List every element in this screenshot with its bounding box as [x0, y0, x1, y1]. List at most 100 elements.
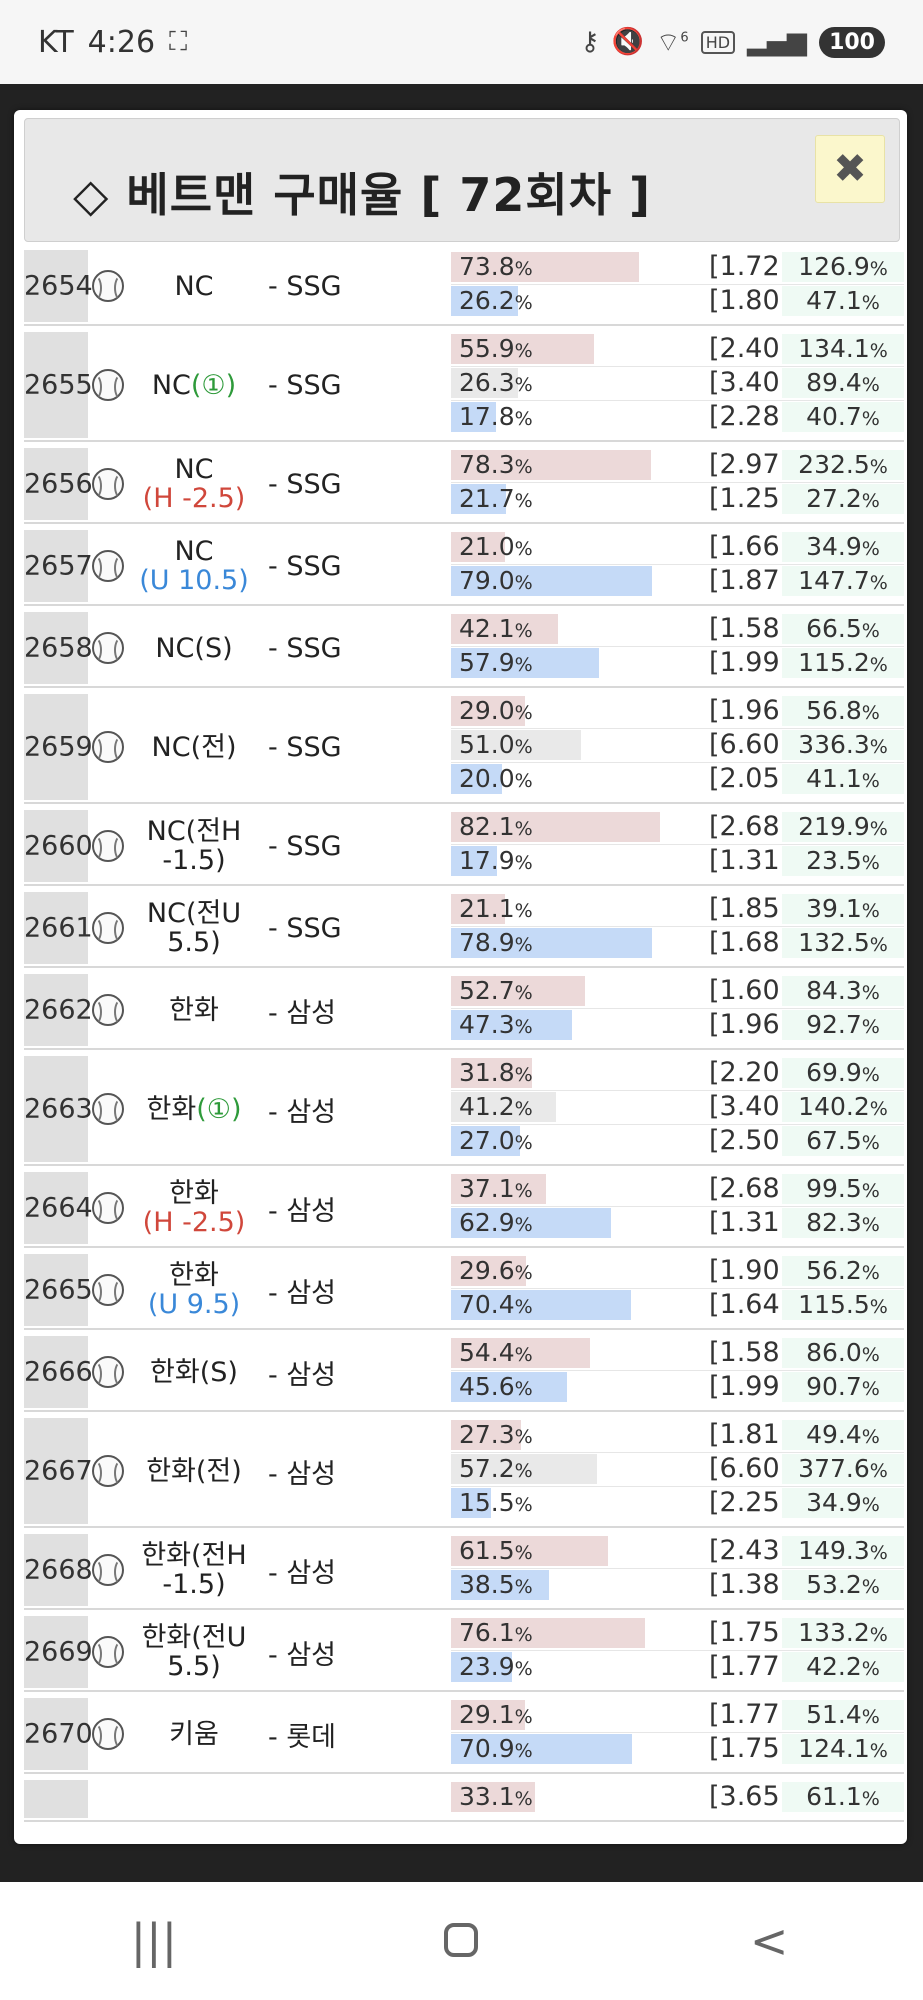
line-divider — [451, 1124, 904, 1125]
percent-sign: % — [869, 818, 888, 840]
baseball-icon — [92, 994, 124, 1026]
purchase-rate-value: 27.3 — [459, 1420, 515, 1449]
home-team: 한화(S) — [124, 1336, 264, 1408]
return-rate-value: 115.5 — [798, 1290, 870, 1319]
match-row[interactable]: 2668 한화(전H -1.5) - 삼성 61.5% [2.43] 149.3% 38.5%… — [24, 1534, 904, 1610]
away-team: - SSG — [268, 468, 342, 500]
baseball-icon — [92, 1093, 124, 1125]
percent-sign: % — [861, 490, 880, 512]
match-number-cell — [24, 250, 88, 322]
away-team: - SSG — [268, 830, 342, 862]
purchase-rate-value: 15.5 — [459, 1488, 515, 1517]
rate-line-away: 70.9% [1.75] 124.1% — [451, 1734, 904, 1764]
match-row[interactable]: 2654 NC - SSG 73.8% [1.72] 126.9% 26.2% [1.80] 4… — [24, 250, 904, 326]
line-divider — [451, 1370, 904, 1371]
rate-bar-away — [451, 402, 496, 432]
purchase-rate: 70.9% — [459, 1734, 533, 1764]
match-number-cell — [24, 1698, 88, 1770]
rate-line-home: 73.8% [1.72] 126.9% — [451, 252, 904, 282]
purchase-rate: 29.6% — [459, 1256, 533, 1286]
back-button[interactable]: < — [749, 1914, 789, 1968]
odds-value: [1.87] — [709, 565, 791, 596]
baseball-icon — [92, 912, 124, 944]
return-rate: 126.9% — [782, 252, 904, 282]
purchase-rate: 37.1% — [459, 1174, 533, 1204]
match-number-cell — [24, 1172, 88, 1244]
percent-sign: % — [514, 1262, 533, 1284]
recent-apps-button[interactable]: ||| — [130, 1914, 178, 1968]
percent-sign: % — [514, 620, 533, 642]
return-rate-value: 66.5 — [806, 614, 862, 643]
purchase-rate: 70.4% — [459, 1290, 533, 1320]
purchase-rate-value: 55.9 — [459, 334, 515, 363]
home-team-name: NC(①) — [151, 369, 237, 401]
percent-sign: % — [861, 408, 880, 430]
match-row[interactable]: 2664 한화 (H -2.5) - 삼성 37.1% [2.68] 99.5% 62.9%[… — [24, 1172, 904, 1248]
percent-sign: % — [514, 1658, 533, 1680]
match-row[interactable]: 2665 한화 (U 9.5) - 삼성 29.6% [1.90] 56.2% 70.4% [1… — [24, 1254, 904, 1330]
match-row[interactable]: 2655 NC(①) - SSG 55.9% [2.40] 134.1% 26.3% [3.4… — [24, 332, 904, 442]
purchase-rate: 17.8% — [459, 402, 533, 432]
match-number: 2656 — [24, 468, 93, 500]
percent-sign: % — [514, 408, 533, 430]
rate-line-home: 52.7% [1.60] 84.3% — [451, 976, 904, 1006]
return-rate: 23.5% — [782, 846, 904, 876]
match-row[interactable]: 2656 NC (H -2.5) - SSG 78.3% [2.97] 232.5% 21.7… — [24, 448, 904, 524]
mute-icon: 🔇 — [611, 27, 644, 57]
close-button[interactable]: ✖ — [815, 135, 885, 203]
odds-value: [1.81] — [709, 1419, 791, 1450]
purchase-rate: 27.3% — [459, 1420, 533, 1450]
match-row[interactable]: 2662 한화 - 삼성 52.7% [1.60] 84.3% 47.3% [1.96] 92.… — [24, 974, 904, 1050]
home-team: 한화 (U 9.5) — [124, 1254, 264, 1326]
rate-line-away: 26.2% [1.80] 47.1% — [451, 286, 904, 316]
rate-bar-away — [451, 764, 502, 794]
line-divider — [451, 366, 904, 367]
match-row[interactable]: 2669 한화(전U 5.5) - 삼성 76.1% [1.75] 133.2% 23.9%[… — [24, 1616, 904, 1692]
rate-bar-home — [451, 1338, 590, 1368]
purchase-rate: 33.1% — [459, 1782, 533, 1812]
match-row[interactable]: 33.1% [3.65] 61.1% — [24, 1780, 904, 1822]
purchase-rate-value: 57.2 — [459, 1454, 515, 1483]
percent-sign: % — [861, 1378, 880, 1400]
away-team: - SSG — [268, 731, 342, 763]
row-divider — [24, 1328, 904, 1330]
match-row[interactable]: 2658 NC(S) - SSG 42.1% [1.58] 66.5% 57.9% [1.99… — [24, 612, 904, 688]
percent-sign: % — [869, 934, 888, 956]
line-divider — [451, 1090, 904, 1091]
return-rate: 90.7% — [782, 1372, 904, 1402]
match-number: 2660 — [24, 830, 93, 862]
rate-bar-away — [451, 846, 497, 876]
rate-line-home: 29.1% [1.77] 51.4% — [451, 1700, 904, 1730]
line-divider — [451, 926, 904, 927]
match-row[interactable]: 2660 NC(전H -1.5) - SSG 82.1% [2.68] 219.9% 17.9… — [24, 810, 904, 886]
return-rate: 40.7% — [782, 402, 904, 432]
purchase-rate: 31.8% — [459, 1058, 533, 1088]
match-number-cell — [24, 612, 88, 684]
match-row[interactable]: 2659 NC(전) - SSG 29.0% [1.96] 56.8% 51.0% [6.60… — [24, 694, 904, 804]
purchase-rate-table[interactable]: 2654 NC - SSG 73.8% [1.72] 126.9% 26.2% [1.80] 4… — [24, 250, 904, 1844]
match-number-cell — [24, 974, 88, 1046]
return-rate-value: 134.1 — [798, 334, 870, 363]
purchase-rate-value: 21.7 — [459, 484, 515, 513]
home-button[interactable] — [401, 1914, 521, 1968]
odds-value: [1.77] — [709, 1651, 791, 1682]
match-row[interactable]: 2657 NC (U 10.5) - SSG 21.0% [1.66] 34.9% 79.0%… — [24, 530, 904, 606]
percent-sign: % — [861, 538, 880, 560]
match-row[interactable]: 2663 한화(①) - 삼성 31.8% [2.20] 69.9% 41.2% [3.40]… — [24, 1056, 904, 1166]
percent-sign: % — [514, 852, 533, 874]
match-row[interactable]: 2666 한화(S) - 삼성 54.4% [1.58] 86.0% 45.6% [1.99]… — [24, 1336, 904, 1412]
odds-value: [2.25] — [709, 1487, 791, 1518]
signal-icon: ▂▄▆ — [747, 27, 808, 57]
match-row[interactable]: 2670 키움 - 롯데 29.1% [1.77] 51.4% 70.9% [1.75] 124… — [24, 1698, 904, 1774]
return-rate-value: 86.0 — [806, 1338, 862, 1367]
match-row[interactable]: 2667 한화(전) - 삼성 27.3% [1.81] 49.4% 57.2% [6.60]… — [24, 1418, 904, 1528]
odds-value: [2.28] — [709, 401, 791, 432]
purchase-rate: 47.3% — [459, 1010, 533, 1040]
rate-bar-away — [451, 1734, 632, 1764]
percent-sign: % — [861, 900, 880, 922]
percent-sign: % — [869, 1624, 888, 1646]
purchase-rate-value: 73.8 — [459, 252, 515, 281]
match-row[interactable]: 2661 NC(전U 5.5) - SSG 21.1% [1.85] 39.1% 78.9%[… — [24, 892, 904, 968]
purchase-rate-value: 29.1 — [459, 1700, 515, 1729]
row-divider — [24, 1048, 904, 1050]
